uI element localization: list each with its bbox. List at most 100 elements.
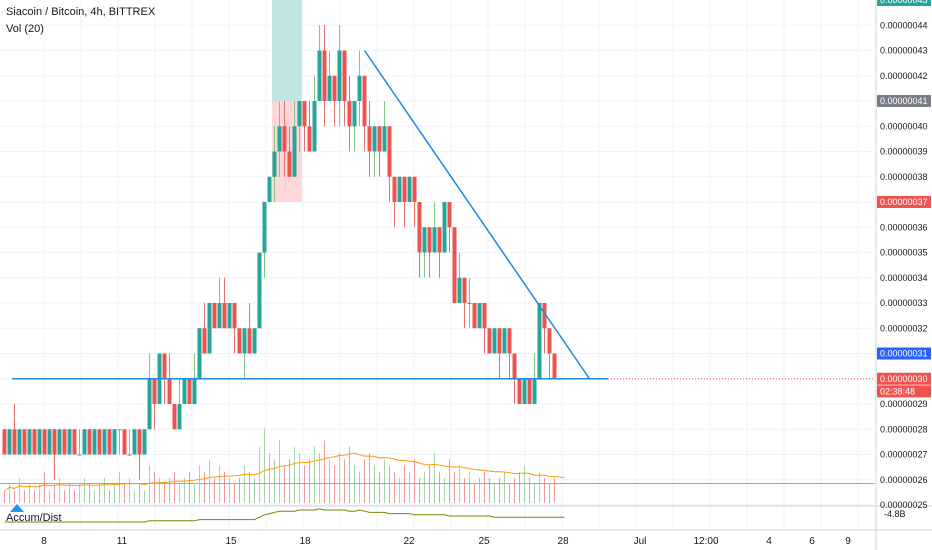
highlight-box [272,101,302,202]
volume-bar [504,471,505,503]
volume-bar [499,478,500,503]
price-axis[interactable]: 0.00000044 0.00000043 0.00000042 0.00000041… [877,0,931,519]
volume-bar [329,459,330,503]
candle-body [137,429,142,455]
volume-bar [469,471,470,503]
volume-bar [519,471,520,503]
price-tick-label: 0.00000026 [880,475,928,485]
candle-body [277,126,282,152]
candle-body [242,328,247,354]
volume-bar [74,490,75,503]
volume-bar [194,484,195,503]
volume-bar [484,471,485,503]
candle-body [57,429,62,455]
candle-body [272,151,277,177]
volume-bar [9,484,10,503]
drawing-lines[interactable] [0,50,875,485]
volume-bar [4,490,5,503]
volume-bar [494,484,495,503]
time-tick-label: 22 [403,536,415,547]
volume-bar [274,459,275,503]
volume-label: Vol (20) [6,23,44,35]
volume-bar [474,484,475,503]
candle-body [37,429,42,455]
volume-bar [94,490,95,503]
volume-bar [49,490,50,503]
candle-body [352,101,357,127]
volume-bar [204,471,205,503]
volume-bar [84,478,85,503]
price-tick-label: 0.00000035 [880,248,928,258]
candle-body [302,101,307,127]
candle-body [537,303,542,379]
candle-body [297,101,302,127]
candle-body [452,227,457,303]
indicator-label: Accum/Dist [6,512,62,524]
candle-body [492,328,497,354]
volume-ma-line [4,452,565,491]
volume-bar [99,484,100,503]
candle-body [262,202,267,253]
volume-bar [144,490,145,503]
volume-bar [359,471,360,503]
volume-bar [254,478,255,503]
volume-bar [184,478,185,503]
candle-body [152,378,157,404]
price-tick-label: 0.00000025 [880,500,928,510]
volume-bar [314,446,315,503]
volume-bar [19,478,20,503]
candle-body [532,378,537,404]
volume-bar [339,453,340,503]
volume-bar [539,471,540,503]
candle-body [372,126,377,152]
candle-body [472,303,477,329]
volume-bar [279,440,280,503]
time-axis[interactable]: 8 11 15 18 22 25 28 Jul 12:00 4 6 9 [41,536,851,547]
volume-bar [459,465,460,503]
candle-body [7,429,12,455]
candle-body [552,353,557,379]
volume-bar [554,478,555,503]
candle-body [447,202,452,228]
price-tick-label: 0.00000039 [880,147,928,157]
candle-body [87,429,92,455]
volume-bar [464,478,465,503]
volume-bar [379,471,380,503]
candle-body [477,303,482,329]
candle-body [402,176,407,202]
candle-body [12,429,17,455]
indicator-pane [4,508,565,523]
candle-body [52,429,57,455]
candles[interactable] [2,25,557,480]
highlight-boxes [272,0,302,202]
time-tick-label: 9 [845,536,851,547]
volume-bar [304,465,305,503]
volume-bar [319,453,320,503]
time-tick-label: 11 [117,536,128,547]
volume-bar [509,484,510,503]
candle-body [417,202,422,253]
volume-bar [299,453,300,503]
candle-body [97,429,102,455]
time-tick-label: 18 [299,536,311,547]
candle-body [142,429,147,455]
candle-body [72,429,77,455]
candle-body [342,50,347,101]
volume-bar [134,490,135,503]
volume-bar [514,478,515,503]
price-tag [877,372,931,385]
price-tick-label: 0.00000043 [880,46,928,56]
candle-body [147,378,152,430]
candle-body [182,378,187,404]
volume-bar [54,484,55,503]
volume-bar [89,484,90,503]
indicator-tick-label: -4.8B [884,509,906,519]
candle-body [507,328,512,354]
candle-body [42,429,47,455]
volume-bar [409,471,410,503]
candle-body [387,126,392,177]
candle-body [172,404,177,430]
candle-body [107,429,112,455]
volume-bar [174,471,175,503]
